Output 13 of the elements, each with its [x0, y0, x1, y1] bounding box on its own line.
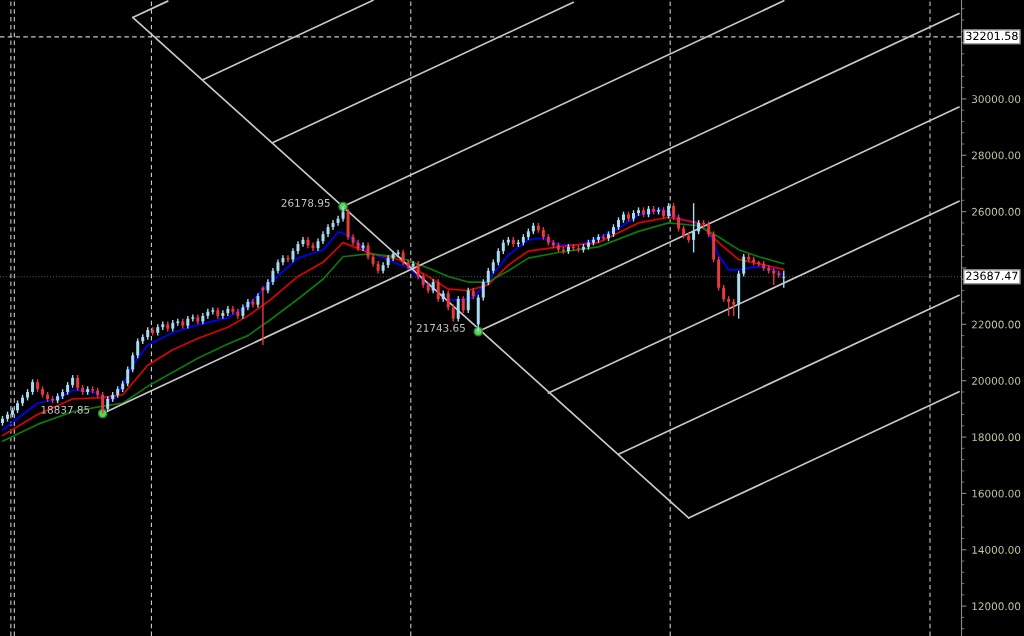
data-label: 21743.65	[416, 323, 465, 332]
y-tick-label: 14000.00	[972, 546, 1021, 554]
y-tick-label: 12000.00	[972, 602, 1021, 611]
ref-line-label: 32201.58	[966, 31, 1018, 41]
y-tick-label: 28000.00	[972, 151, 1021, 160]
ref-line-label: 23687.47	[966, 271, 1018, 281]
y-tick-label: 26000.00	[972, 207, 1021, 216]
y-tick-label: 16000.00	[972, 489, 1021, 498]
y-tick-label: 18000.00	[972, 433, 1021, 442]
y-tick-label: 30000.00	[972, 95, 1021, 104]
y-tick-label: 22000.00	[972, 320, 1021, 329]
data-label: 26178.95	[281, 198, 330, 207]
y-tick-label: 20000.00	[972, 376, 1021, 385]
